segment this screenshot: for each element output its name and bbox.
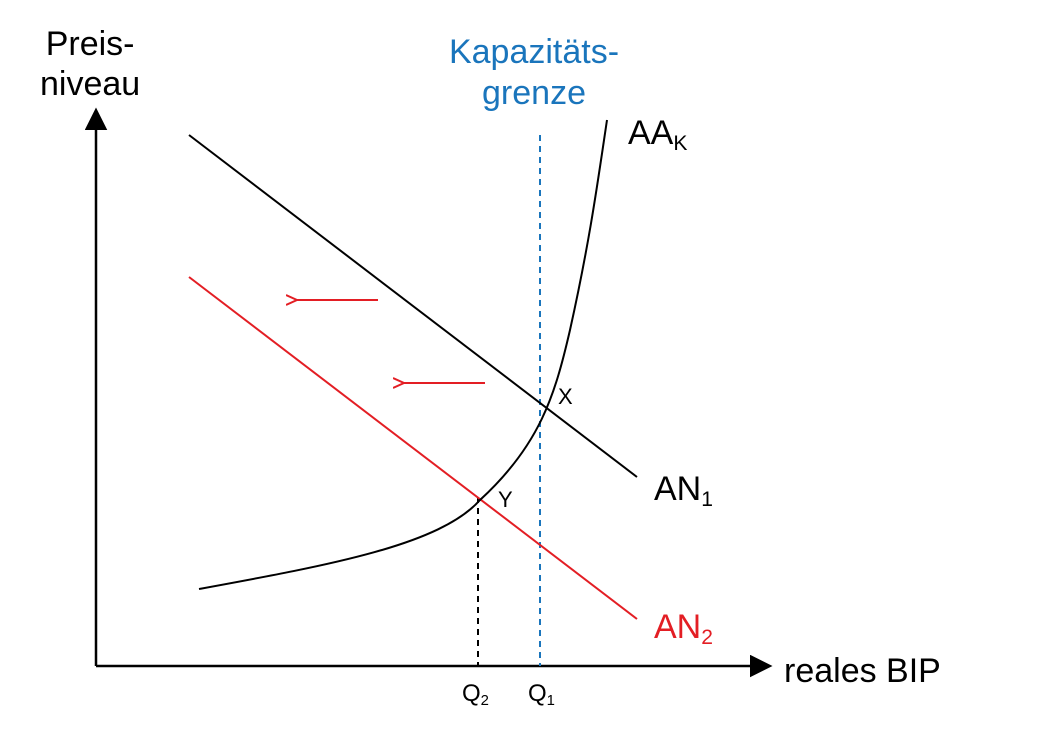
- an1-curve: [188, 134, 638, 478]
- an2-label-sub: 2: [701, 625, 713, 649]
- tick-q2-sub: 2: [480, 693, 489, 710]
- an2-label: AN2: [654, 608, 713, 648]
- tick-q1-main: Q: [528, 680, 547, 707]
- capacity-label-line2: grenze: [482, 73, 586, 112]
- point-x-label: X: [558, 384, 573, 409]
- tick-q1: Q1: [528, 680, 555, 710]
- point-y-label: Y: [498, 487, 513, 512]
- y-axis-label-line1: Preis-: [45, 25, 135, 63]
- an1-label: AN1: [654, 470, 713, 510]
- an2-label-main: AN: [654, 608, 702, 646]
- an1-label-main: AN: [654, 470, 702, 508]
- aak-curve: [198, 119, 608, 590]
- aak-label-main: AA: [628, 114, 674, 152]
- capacity-label-line1: Kapazitäts-: [448, 33, 620, 71]
- x-axis-label: reales BIP: [784, 652, 941, 690]
- an1-label-sub: 1: [701, 487, 713, 511]
- tick-q2: Q2: [462, 680, 489, 710]
- aak-label-sub: K: [673, 131, 688, 155]
- y-axis-label: Preis- niveau: [40, 24, 140, 104]
- aak-label: AAK: [628, 114, 687, 154]
- tick-q1-sub: 1: [546, 693, 555, 710]
- y-axis-label-line2: niveau: [40, 65, 141, 104]
- tick-q2-main: Q: [462, 680, 481, 707]
- an2-curve: [188, 276, 638, 620]
- capacity-label: Kapazitäts- grenze: [436, 32, 632, 114]
